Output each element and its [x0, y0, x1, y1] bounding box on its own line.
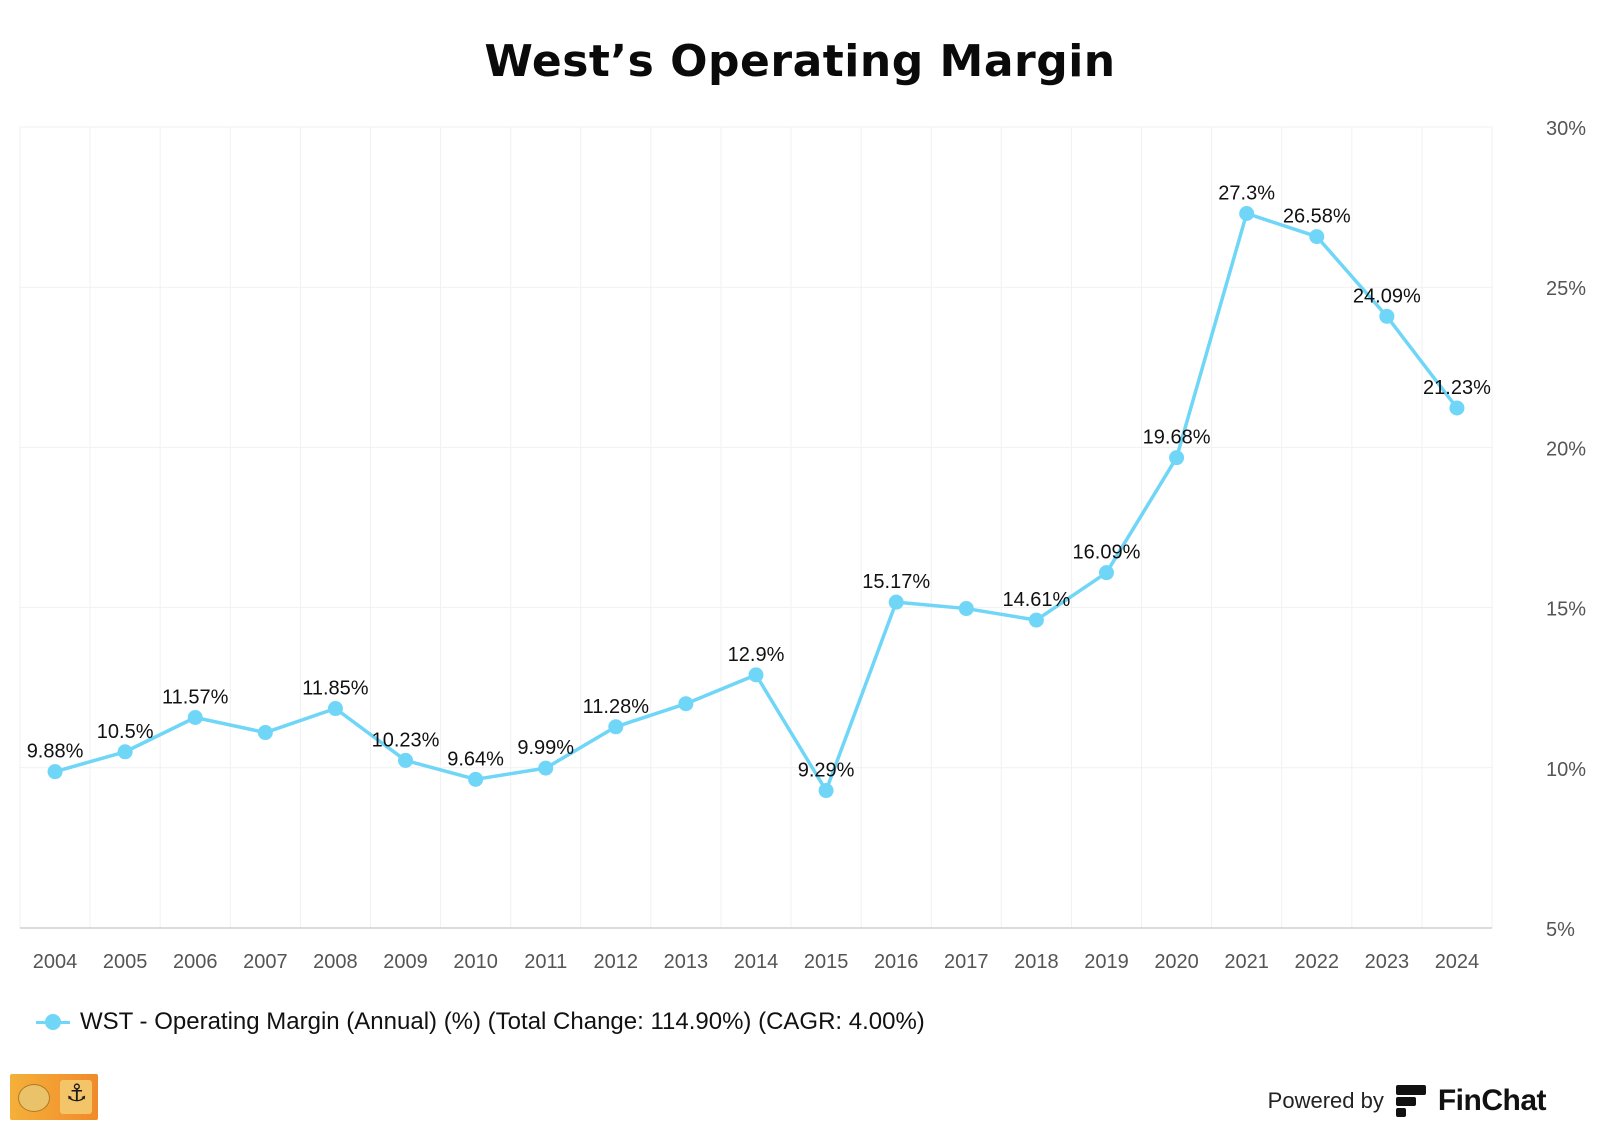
x-tick-label: 2012 — [594, 951, 639, 973]
chart-plot: 2004 2005 2006 2007 2008 2009 2010 2011 2012 2013… — [19, 118, 1586, 973]
x-tick-label: 2011 — [524, 951, 567, 973]
data-label: 27.3% — [1218, 183, 1275, 205]
y-tick-label: 25% — [1546, 278, 1586, 300]
chart-title: West’s Operating Margin — [484, 36, 1116, 87]
x-tick-label: 2009 — [383, 951, 428, 973]
data-label: 15.17% — [862, 571, 930, 593]
x-tick-label: 2006 — [173, 951, 218, 973]
data-label: 9.99% — [517, 737, 574, 759]
seal-icon — [18, 1084, 50, 1112]
data-label: 14.61% — [1002, 589, 1070, 611]
data-point — [327, 701, 343, 717]
data-point — [1098, 565, 1114, 581]
anchor-badge-icon — [60, 1080, 92, 1114]
data-point — [1379, 308, 1395, 324]
x-tick-label: 2021 — [1224, 951, 1269, 973]
data-point — [888, 594, 904, 610]
x-tick-label: 2010 — [453, 951, 498, 973]
x-tick-label: 2013 — [664, 951, 709, 973]
x-tick-label: 2018 — [1014, 951, 1059, 973]
data-labels: 9.88% 10.5% 11.57% 11.85% 10.23% 9.64% 9.99% 11… — [27, 183, 1491, 782]
data-point — [1169, 450, 1185, 466]
data-label: 26.58% — [1283, 206, 1351, 228]
data-label: 11.85% — [302, 678, 369, 700]
x-tick-label: 2016 — [874, 951, 919, 973]
anchor-icon: ⚓ — [66, 1080, 88, 1107]
x-axis-ticks: 2004 2005 2006 2007 2008 2009 2010 2011 2012 2013… — [33, 951, 1479, 973]
powered-by[interactable]: Powered by FinChat — [1267, 1084, 1547, 1118]
data-point — [187, 709, 203, 725]
series-polyline — [54, 211, 1459, 793]
x-tick-label: 2024 — [1435, 951, 1480, 973]
legend-label: WST - Operating Margin (Annual) (%) (Tot… — [80, 1008, 925, 1035]
data-point — [1309, 229, 1325, 245]
data-label: 16.09% — [1073, 542, 1141, 564]
data-label: 10.5% — [97, 721, 154, 743]
y-tick-label: 20% — [1546, 438, 1586, 460]
data-label: 21.23% — [1423, 377, 1491, 399]
x-tick-label: 2022 — [1295, 951, 1340, 973]
powered-by-label: Powered by — [1267, 1088, 1384, 1113]
data-point — [117, 744, 133, 760]
data-label: 12.9% — [728, 644, 785, 666]
data-point — [257, 725, 273, 741]
data-point — [958, 601, 974, 617]
data-label: 24.09% — [1353, 285, 1421, 307]
x-tick-label: 2007 — [243, 951, 288, 973]
data-label: 11.57% — [162, 686, 229, 708]
data-label: 19.68% — [1143, 427, 1211, 449]
finchat-logo-icon — [1395, 1085, 1426, 1117]
data-point — [1028, 612, 1044, 628]
data-point — [608, 719, 624, 735]
data-point — [748, 667, 764, 683]
publisher-logo: ⚓ — [10, 1074, 98, 1120]
x-tick-label: 2017 — [944, 951, 989, 973]
x-tick-label: 2004 — [33, 951, 78, 973]
data-point — [1239, 206, 1255, 222]
data-label: 9.29% — [798, 760, 855, 782]
data-point — [398, 752, 414, 768]
x-tick-label: 2005 — [103, 951, 148, 973]
data-point — [47, 764, 63, 780]
data-label: 10.23% — [372, 729, 440, 751]
data-point — [678, 696, 694, 712]
legend-marker-icon — [36, 1014, 70, 1030]
y-tick-label: 15% — [1546, 599, 1586, 621]
data-point — [538, 760, 554, 776]
y-tick-label: 30% — [1546, 118, 1586, 140]
data-point — [1449, 400, 1465, 416]
y-tick-label: 10% — [1546, 759, 1586, 781]
y-axis-ticks: 5% 10% 15% 20% 25% 30% — [1546, 118, 1586, 941]
x-tick-label: 2014 — [734, 951, 779, 973]
x-tick-label: 2020 — [1154, 951, 1199, 973]
data-label: 9.64% — [447, 748, 504, 770]
finchat-brand: FinChat — [1437, 1084, 1547, 1117]
legend[interactable]: WST - Operating Margin (Annual) (%) (Tot… — [36, 1008, 925, 1036]
x-tick-label: 2015 — [804, 951, 849, 973]
series-line — [47, 206, 1465, 799]
data-point — [468, 771, 484, 787]
data-point — [818, 783, 834, 799]
grid-lines — [19, 126, 1493, 929]
x-tick-label: 2008 — [313, 951, 358, 973]
data-label: 9.88% — [27, 741, 84, 763]
y-tick-label: 5% — [1546, 919, 1575, 941]
x-tick-label: 2023 — [1365, 951, 1410, 973]
data-label: 11.28% — [583, 696, 650, 718]
x-tick-label: 2019 — [1084, 951, 1129, 973]
